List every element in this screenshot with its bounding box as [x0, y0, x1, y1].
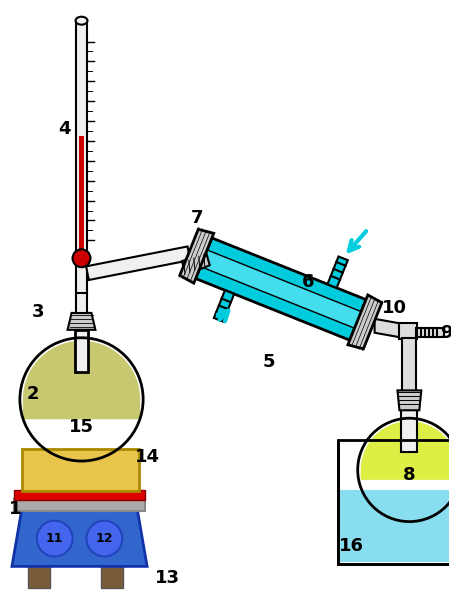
- Text: 9: 9: [439, 324, 451, 342]
- Bar: [14, 499, 145, 511]
- Polygon shape: [12, 509, 147, 566]
- Polygon shape: [86, 247, 190, 280]
- Bar: [399, 323, 416, 339]
- Circle shape: [37, 521, 73, 556]
- Bar: [22, 449, 139, 491]
- Bar: [101, 566, 123, 588]
- Bar: [74, 330, 88, 371]
- Polygon shape: [213, 290, 234, 322]
- Text: 14: 14: [134, 448, 159, 466]
- Bar: [75, 290, 87, 313]
- Bar: [401, 338, 415, 392]
- Polygon shape: [396, 391, 420, 410]
- Polygon shape: [195, 238, 365, 340]
- Circle shape: [86, 521, 122, 556]
- Polygon shape: [360, 421, 451, 480]
- Text: 13: 13: [154, 569, 179, 587]
- Ellipse shape: [75, 17, 87, 25]
- Text: 10: 10: [381, 299, 406, 317]
- Bar: [415, 328, 443, 337]
- Text: 11: 11: [46, 532, 63, 545]
- Bar: [75, 255, 87, 293]
- Polygon shape: [68, 313, 95, 330]
- Polygon shape: [200, 250, 360, 328]
- Text: 4: 4: [58, 120, 71, 138]
- Bar: [78, 136, 84, 258]
- Text: 3: 3: [32, 303, 44, 321]
- Polygon shape: [181, 251, 209, 275]
- Circle shape: [73, 250, 90, 267]
- Polygon shape: [179, 229, 213, 283]
- Polygon shape: [327, 256, 347, 288]
- Text: 1: 1: [9, 500, 21, 518]
- Bar: [339, 490, 451, 562]
- Polygon shape: [347, 295, 381, 349]
- Text: 15: 15: [69, 418, 94, 436]
- Polygon shape: [23, 341, 140, 419]
- Bar: [400, 408, 416, 452]
- Bar: [14, 490, 145, 500]
- Text: 5: 5: [262, 353, 274, 371]
- Text: 8: 8: [402, 466, 415, 484]
- Bar: [75, 20, 87, 258]
- Text: 12: 12: [96, 532, 113, 545]
- Text: 2: 2: [27, 385, 39, 403]
- Text: 16: 16: [339, 538, 364, 556]
- Bar: [28, 566, 50, 588]
- Bar: [337, 440, 451, 565]
- Polygon shape: [374, 319, 401, 338]
- Text: 6: 6: [301, 273, 314, 291]
- Text: 7: 7: [190, 209, 202, 227]
